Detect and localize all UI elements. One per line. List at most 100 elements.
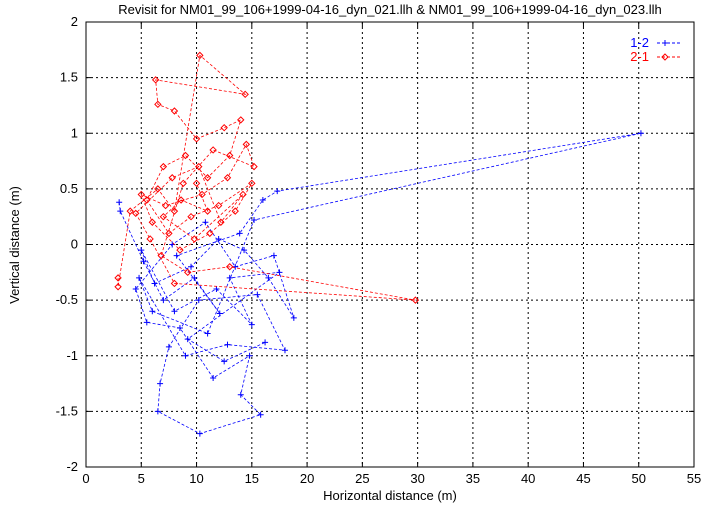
data-point-diamond <box>209 146 217 154</box>
data-point-plus <box>191 274 198 281</box>
data-point-plus <box>184 336 191 343</box>
ticks: 0 5 10 15 20 25 30 35 40 45 50 55 -2 -1.5 -1 -0.5 0 0.5 1 1… <box>56 14 702 486</box>
data-point-plus <box>160 297 167 304</box>
data-point-plus <box>290 314 297 321</box>
data-point-plus <box>254 291 261 298</box>
data-point-diamond <box>192 179 201 188</box>
data-point-diamond <box>170 107 179 115</box>
data-point-diamond <box>183 268 192 277</box>
data-point-plus <box>117 208 124 215</box>
data-point-diamond <box>223 174 232 182</box>
y-axis-label: Vertical distance (m) <box>7 186 22 304</box>
data-point-diamond <box>168 174 176 182</box>
x-tick-label: 30 <box>410 471 424 486</box>
data-point-plus <box>262 339 269 346</box>
data-point-plus <box>637 130 644 137</box>
x-tick-label: 15 <box>245 471 259 486</box>
data-point-plus <box>241 247 248 254</box>
data-point-diamond <box>143 196 151 204</box>
data-point-plus <box>182 352 189 359</box>
data-point-diamond <box>114 274 122 282</box>
data-point-plus <box>157 380 164 387</box>
data-point-diamond <box>179 179 187 188</box>
data-point-plus <box>226 274 233 281</box>
data-point-diamond <box>192 135 201 143</box>
data-point-plus <box>257 411 264 418</box>
data-point-diamond <box>248 179 256 188</box>
chart-title: Revisit for NM01_99_106+1999-04-16_dyn_0… <box>118 2 662 17</box>
x-tick-label: 0 <box>82 471 89 486</box>
data-point-plus <box>215 235 222 242</box>
x-tick-label: 55 <box>687 471 701 486</box>
data-point-diamond <box>148 218 157 226</box>
data-point-plus <box>149 308 156 315</box>
data-point-plus <box>116 199 123 206</box>
data-point-plus <box>270 252 277 259</box>
data-point-plus <box>138 247 145 254</box>
data-point-diamond <box>165 229 173 238</box>
data-point-diamond <box>177 196 185 204</box>
x-tick-label: 5 <box>138 471 145 486</box>
data-point-diamond <box>161 201 170 210</box>
y-tick-label: 0.5 <box>60 181 78 196</box>
data-point-diamond <box>203 207 212 215</box>
data-point-plus <box>188 263 195 270</box>
x-tick-label: 40 <box>521 471 535 486</box>
data-point-plus <box>259 197 266 203</box>
data-point-diamond <box>154 100 162 109</box>
y-tick-label: -1.5 <box>56 403 78 418</box>
data-point-diamond <box>241 90 249 99</box>
series-2-1 <box>114 51 420 304</box>
data-point-diamond <box>198 190 206 199</box>
data-point-diamond <box>237 116 245 124</box>
data-point-plus <box>251 217 258 224</box>
data-point-diamond <box>239 190 247 199</box>
data-point-plus <box>202 219 209 226</box>
data-point-plus <box>173 252 180 259</box>
data-point-diamond <box>114 283 122 291</box>
x-tick-label: 45 <box>576 471 590 486</box>
y-tick-label: 2 <box>71 14 78 29</box>
data-point-diamond <box>195 162 203 171</box>
data-point-plus <box>204 330 211 337</box>
data-point-plus <box>236 230 243 237</box>
y-tick-label: -0.5 <box>56 292 78 307</box>
data-point-plus <box>196 430 203 437</box>
y-tick-label: 1.5 <box>60 70 78 85</box>
data-point-plus <box>237 391 244 398</box>
data-point-plus <box>248 321 255 328</box>
data-point-diamond <box>137 190 145 199</box>
y-tick-label: 1 <box>71 125 78 140</box>
data-point-plus <box>195 297 202 304</box>
x-axis-label: Horizontal distance (m) <box>323 488 457 503</box>
data-point-plus <box>165 343 172 350</box>
x-tick-label: 25 <box>355 471 369 486</box>
y-tick-label: 0 <box>71 237 78 252</box>
series-line <box>117 54 416 301</box>
data-point-plus <box>151 280 158 287</box>
data-point-plus <box>224 341 231 348</box>
data-point-plus <box>136 274 143 281</box>
data-point-diamond <box>181 151 190 160</box>
data-point-diamond <box>176 246 184 254</box>
y-tick-label: -2 <box>66 459 78 474</box>
data-point-plus <box>274 188 281 195</box>
data-point-diamond <box>170 207 179 215</box>
data-point-plus <box>171 308 178 315</box>
data-point-diamond <box>217 218 225 226</box>
data-point-plus <box>213 286 220 292</box>
data-point-diamond <box>159 212 168 221</box>
data-point-diamond <box>154 185 162 193</box>
data-point-diamond <box>214 201 223 210</box>
series-1-2 <box>116 130 644 437</box>
data-point-diamond <box>220 123 228 132</box>
legend: 1-2 2-1 <box>630 35 682 64</box>
data-point-diamond <box>196 51 204 60</box>
data-point-plus <box>246 352 253 359</box>
data-point-diamond <box>187 212 195 221</box>
x-tick-label: 20 <box>300 471 314 486</box>
data-point-plus <box>143 319 150 326</box>
y-tick-label: -1 <box>66 348 78 363</box>
data-point-plus <box>265 274 272 281</box>
data-point-plus <box>132 286 139 292</box>
